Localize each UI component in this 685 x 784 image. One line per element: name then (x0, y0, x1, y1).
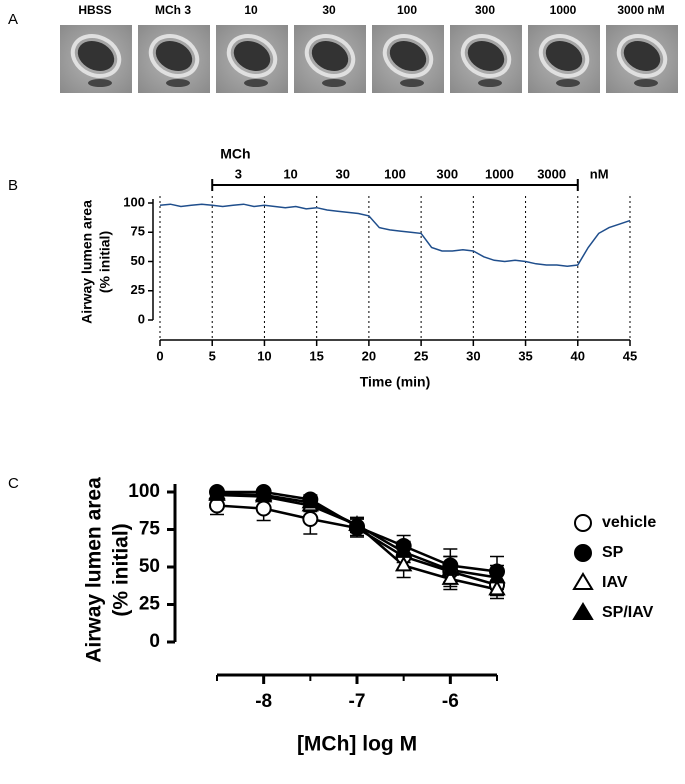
y-tick-label: 50 (131, 253, 145, 268)
image-caption: 3000 nM (617, 3, 664, 17)
y-tick-label: 100 (123, 194, 145, 209)
marker (302, 511, 319, 527)
x-tick-label: 0 (156, 348, 163, 363)
airway-wall (538, 34, 590, 78)
dose-label: 30 (336, 166, 350, 181)
y-tick-label: 25 (131, 282, 145, 297)
image-caption: MCh 3 (155, 3, 191, 17)
x-tick-label: -7 (349, 691, 366, 712)
airway-lumen (389, 40, 427, 72)
legend-marker (574, 514, 592, 532)
vessel (634, 79, 658, 87)
trace (159, 203, 631, 267)
x-tick-label: 15 (309, 348, 323, 363)
x-axis-label: [MCh] log M (297, 733, 417, 756)
image-caption: HBSS (78, 3, 111, 17)
image-caption: 300 (475, 3, 495, 17)
y-tick-label: 75 (139, 519, 161, 540)
x-tick-label: 10 (257, 348, 271, 363)
marker (488, 567, 506, 584)
marker (441, 560, 460, 576)
legend-label: IAV (602, 574, 628, 591)
vessel (322, 79, 346, 87)
x-axis-label: Time (min) (360, 374, 431, 390)
dose-label: 3000 (537, 166, 566, 181)
airway-wall (382, 34, 434, 78)
y-tick-label: 100 (128, 481, 160, 502)
y-tick-label: 0 (149, 631, 160, 652)
airway-wall (226, 34, 278, 78)
x-tick-label: -6 (442, 691, 459, 712)
airway-lumen (77, 40, 115, 72)
x-tick-label: -8 (255, 691, 272, 712)
legend-marker (572, 602, 594, 620)
dose-label: 300 (436, 166, 458, 181)
y-axis-label: (% initial) (97, 231, 113, 293)
dose-label: 3 (235, 166, 242, 181)
airway-wall (616, 34, 668, 78)
x-tick-label: 20 (362, 348, 376, 363)
y-tick-label: 50 (139, 556, 160, 577)
annotation: nM (590, 166, 609, 181)
annotation: MCh (220, 146, 250, 162)
airway-lumen (311, 40, 349, 72)
x-tick-label: 30 (466, 348, 480, 363)
image-caption: 1000 (550, 3, 577, 17)
marker (301, 492, 320, 509)
legend-marker (572, 572, 594, 590)
airway-lumen (545, 40, 583, 72)
y-tick-label: 25 (139, 594, 161, 615)
image-caption: 30 (322, 3, 336, 17)
x-tick-label: 45 (623, 348, 637, 363)
marker (394, 542, 413, 558)
y-axis-label: (% initial) (110, 523, 133, 616)
airway-wall (148, 34, 200, 78)
panel-label: B (8, 177, 18, 194)
vessel (244, 79, 268, 87)
airway-lumen (467, 40, 505, 72)
legend-label: SP/IAV (602, 604, 654, 621)
dose-label: 100 (384, 166, 406, 181)
airway-lumen (155, 40, 193, 72)
y-axis-label: Airway lumen area (79, 200, 95, 324)
vessel (400, 79, 424, 87)
legend-label: SP (602, 544, 624, 561)
y-tick-label: 75 (131, 224, 145, 239)
x-tick-label: 5 (209, 348, 216, 363)
y-axis-label: Airway lumen area (83, 477, 106, 663)
marker (254, 485, 273, 501)
vessel (88, 79, 112, 87)
marker (394, 555, 413, 572)
y-tick-label: 0 (138, 311, 145, 326)
panel-label: A (8, 11, 18, 28)
airway-wall (304, 34, 356, 78)
legend-marker (574, 544, 592, 562)
x-tick-label: 40 (571, 348, 585, 363)
legend-label: vehicle (602, 514, 656, 531)
image-caption: 100 (397, 3, 417, 17)
marker (488, 579, 506, 596)
image-caption: 10 (244, 3, 258, 17)
marker (255, 500, 272, 517)
vessel (556, 79, 580, 87)
airway-wall (460, 34, 512, 78)
marker (208, 483, 226, 500)
marker (441, 569, 460, 585)
dose-label: 10 (283, 166, 297, 181)
airway-wall (70, 34, 122, 78)
dose-label: 1000 (485, 166, 514, 181)
x-tick-label: 25 (414, 348, 428, 363)
vessel (166, 79, 190, 87)
airway-lumen (623, 40, 661, 72)
vessel (478, 79, 502, 87)
marker (348, 515, 366, 531)
airway-lumen (233, 40, 271, 72)
x-tick-label: 35 (518, 348, 532, 363)
panel-label: C (8, 475, 19, 492)
